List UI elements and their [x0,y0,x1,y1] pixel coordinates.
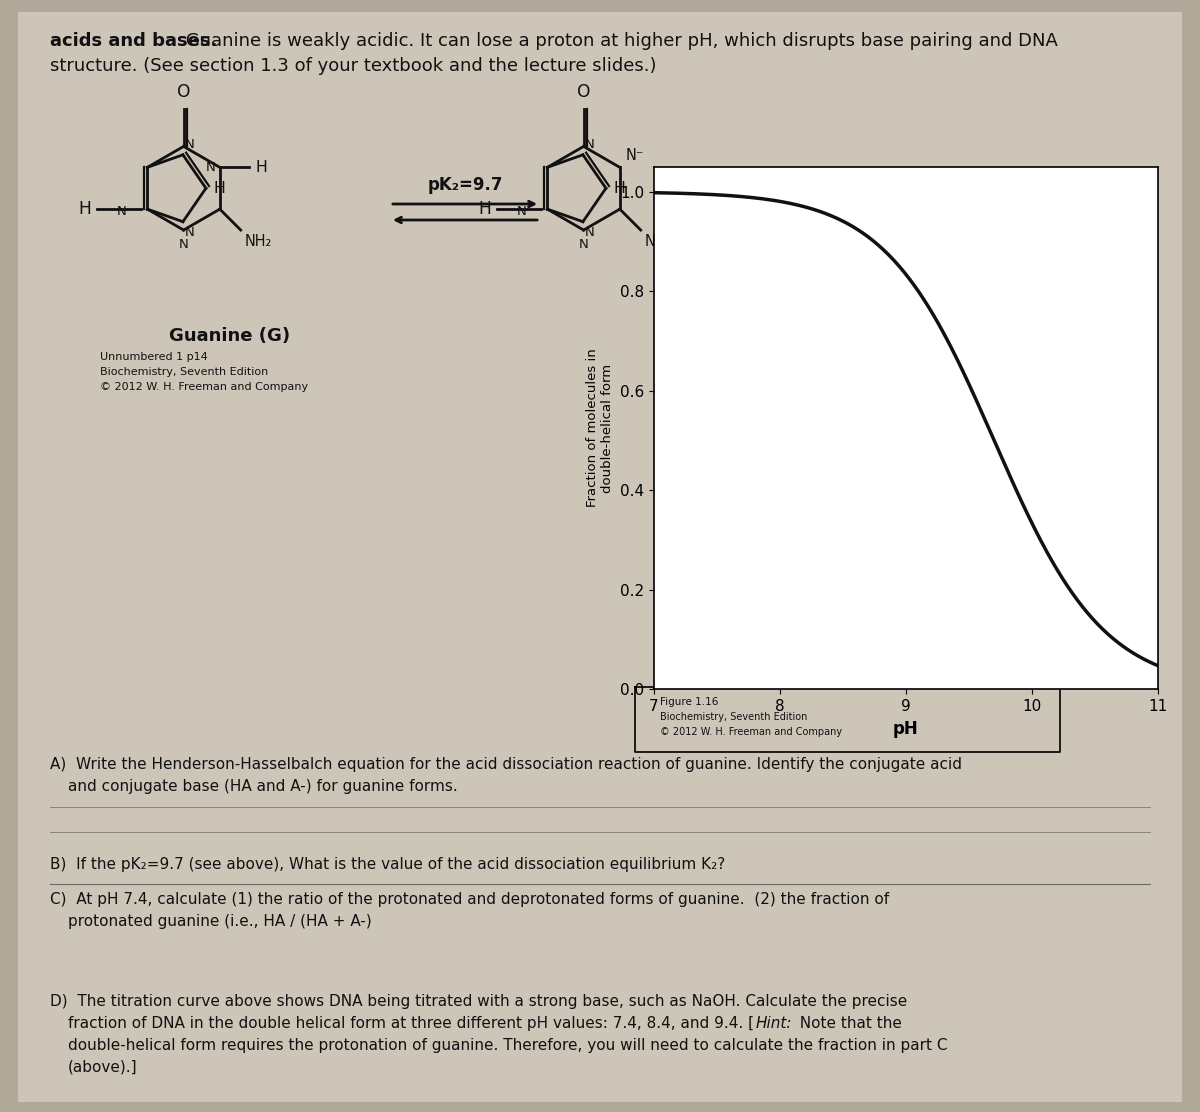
Text: © 2012 W. H. Freeman and Company: © 2012 W. H. Freeman and Company [100,383,308,393]
Text: N: N [584,138,595,151]
Text: H: H [78,200,91,218]
Text: Figure 1.16: Figure 1.16 [660,697,719,707]
Text: N: N [584,226,595,239]
Text: O: O [176,82,191,101]
Text: Biochemistry, Seventh Edition: Biochemistry, Seventh Edition [660,712,808,722]
Text: NH₂: NH₂ [245,234,272,249]
Text: N: N [517,205,527,218]
Text: protonated guanine (i.e., HA / (HA + A-): protonated guanine (i.e., HA / (HA + A-) [68,914,372,929]
Text: and conjugate base (HA and A-) for guanine forms.: and conjugate base (HA and A-) for guani… [68,780,457,794]
Text: + H⁺: + H⁺ [690,212,738,231]
Text: N: N [578,238,588,251]
Text: Hint:: Hint: [756,1016,792,1031]
Text: Guanine is weakly acidic. It can lose a proton at higher pH, which disrupts base: Guanine is weakly acidic. It can lose a … [180,32,1058,50]
Text: N: N [179,238,188,251]
Text: (above).]: (above).] [68,1060,138,1075]
Text: Guanine (G): Guanine (G) [169,327,290,345]
Text: O: O [577,82,590,101]
Text: B)  If the pK₂=9.7 (see above), What is the value of the acid dissociation equil: B) If the pK₂=9.7 (see above), What is t… [50,857,725,872]
Text: N: N [206,161,216,173]
Text: Biochemistry, Seventh Edition: Biochemistry, Seventh Edition [100,367,269,377]
Text: N: N [116,205,126,218]
Text: Unnumbered 1 p14: Unnumbered 1 p14 [100,353,208,363]
Text: fraction of DNA in the double helical form at three different pH values: 7.4, 8.: fraction of DNA in the double helical fo… [68,1016,754,1031]
Text: N: N [185,138,194,151]
Text: H: H [214,181,226,196]
Text: N: N [185,226,194,239]
Text: A)  Write the Henderson-Hasselbalch equation for the acid dissociation reaction : A) Write the Henderson-Hasselbalch equat… [50,757,962,772]
Text: acids and bases.: acids and bases. [50,32,217,50]
Text: H: H [256,160,266,175]
Text: structure. (See section 1.3 of your textbook and the lecture slides.): structure. (See section 1.3 of your text… [50,57,656,75]
Text: pK₂=9.7: pK₂=9.7 [427,176,503,193]
Text: © 2012 W. H. Freeman and Company: © 2012 W. H. Freeman and Company [660,727,842,737]
FancyBboxPatch shape [18,12,1182,1102]
Text: H: H [479,200,491,218]
Text: C)  At pH 7.4, calculate (1) the ratio of the protonated and deprotonated forms : C) At pH 7.4, calculate (1) the ratio of… [50,892,889,907]
Text: NH₂: NH₂ [644,234,672,249]
Text: double-helical form requires the protonation of guanine. Therefore, you will nee: double-helical form requires the protona… [68,1037,948,1053]
X-axis label: pH: pH [893,719,919,737]
Text: D)  The titration curve above shows DNA being titrated with a strong base, such : D) The titration curve above shows DNA b… [50,994,907,1009]
Text: Note that the: Note that the [790,1016,902,1031]
Text: N⁻: N⁻ [625,148,644,163]
Y-axis label: Fraction of molecules in
double-helical form: Fraction of molecules in double-helical … [587,349,614,507]
Text: H: H [614,181,625,196]
